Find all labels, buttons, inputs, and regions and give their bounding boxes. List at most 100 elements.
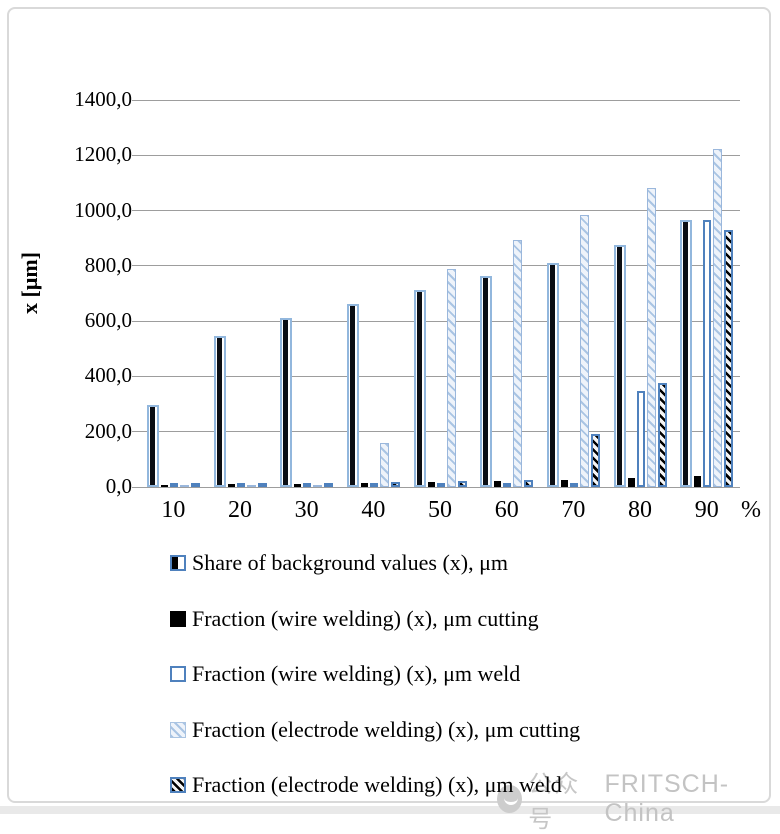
bar-series4-cat10: [190, 483, 200, 487]
legend-swatch-electrode-cutting: [170, 722, 186, 738]
legend-swatch-wire-cutting: [170, 611, 186, 627]
x-tick-label-20: 20: [228, 497, 252, 523]
bar-series4-cat90: [724, 230, 734, 487]
legend-item-electrode-cutting: Fraction (electrode welding) (x), μm cut…: [170, 715, 580, 745]
gridline-1000: [132, 210, 740, 212]
bar-series2-cat30: [303, 483, 312, 487]
gridline-200: [132, 431, 740, 433]
bar-series2-cat50: [436, 483, 445, 487]
legend-item-share-background: Share of background values (x), μm: [170, 548, 508, 578]
bar-series2-cat40: [369, 483, 378, 487]
bar-series3-cat10: [179, 485, 189, 487]
bar-series1-cat40: [360, 482, 368, 487]
bar-group-40: [340, 100, 407, 487]
bar-series0-cat30: [280, 317, 293, 487]
bar-series2-cat10: [169, 483, 178, 487]
legend-swatch-wire-weld: [170, 666, 186, 682]
page-bottom-strip: [0, 806, 780, 814]
bar-series4-cat30: [324, 483, 334, 487]
bar-series2-cat60: [503, 483, 512, 487]
bar-series3-cat60: [513, 239, 523, 487]
bar-series1-cat70: [560, 479, 568, 487]
y-tick-label-0: 0,0: [105, 474, 132, 498]
bar-series2-cat70: [569, 483, 578, 487]
bar-series1-cat20: [227, 484, 235, 487]
legend-label: Fraction (electrode welding) (x), μm wel…: [192, 772, 562, 797]
bar-series1-cat50: [427, 482, 435, 487]
x-tick-label-10: 10: [161, 497, 186, 523]
legend-item-wire-cutting: Fraction (wire welding) (x), μm cutting: [170, 604, 539, 634]
legend-label: Fraction (wire welding) (x), μm cutting: [192, 606, 539, 631]
legend-label: Fraction (electrode welding) (x), μm cut…: [192, 717, 581, 742]
plot-area: [132, 99, 740, 488]
legend-swatch-share-background: [170, 555, 186, 571]
bar-series1-cat80: [627, 478, 635, 487]
bar-series0-cat80: [613, 244, 626, 487]
gridline-0: [132, 486, 740, 488]
bar-series1-cat90: [694, 475, 702, 487]
gridline-600: [132, 320, 740, 322]
bar-series1-cat10: [160, 484, 168, 487]
y-tick-label-200: 200,0: [84, 418, 132, 443]
legend-swatch-electrode-weld: [170, 777, 186, 793]
bar-series4-cat40: [390, 482, 400, 487]
bar-series1-cat60: [494, 480, 502, 487]
bar-series2-cat80: [636, 390, 645, 487]
bar-groups: [140, 100, 740, 487]
gridline-1400: [132, 99, 740, 101]
x-tick-label-80: 80: [628, 497, 653, 523]
gridline-400: [132, 375, 740, 377]
bar-series4-cat50: [457, 480, 467, 487]
y-axis-title: x [μm]: [17, 252, 42, 314]
bar-series0-cat50: [413, 290, 426, 487]
y-tick-label-1400: 1400,0: [74, 87, 132, 111]
bar-series2-cat20: [236, 483, 245, 487]
bar-series3-cat30: [313, 484, 323, 487]
bar-series3-cat50: [446, 268, 456, 487]
bar-group-60: [473, 100, 540, 487]
gridline-1200: [132, 154, 740, 156]
x-tick-label-50: 50: [428, 497, 453, 523]
legend-item-electrode-weld: Fraction (electrode welding) (x), μm wel…: [170, 770, 562, 800]
bar-series3-cat40: [379, 442, 389, 487]
bar-series3-cat90: [713, 148, 723, 487]
bar-series1-cat30: [294, 483, 302, 487]
official-account-logo-icon: [497, 785, 523, 813]
legend-label: Fraction (wire welding) (x), μm weld: [192, 661, 521, 686]
gridline-800: [132, 265, 740, 267]
bar-group-50: [407, 100, 474, 487]
bar-series3-cat20: [246, 485, 256, 487]
bar-series2-cat90: [703, 219, 712, 487]
bar-series4-cat20: [257, 483, 267, 487]
y-tick-label-600: 600,0: [84, 308, 132, 333]
y-tick-label-1200: 1200,0: [74, 142, 132, 167]
x-tick-label-60: 60: [494, 497, 519, 523]
bar-series3-cat70: [579, 214, 589, 487]
bar-series0-cat20: [213, 336, 226, 487]
bar-group-10: [140, 100, 207, 487]
legend-label: Share of background values (x), μm: [192, 550, 509, 575]
bar-group-20: [207, 100, 274, 487]
legend-item-wire-weld: Fraction (wire welding) (x), μm weld: [170, 659, 520, 689]
x-axis-tick-labels: 10 20 30 40 50 60 70 80 90: [140, 497, 740, 524]
watermark-brand: FRITSCH-China: [604, 770, 730, 827]
bar-series0-cat10: [146, 405, 159, 487]
y-tick-label-400: 400,0: [84, 363, 132, 388]
bar-series0-cat60: [480, 276, 493, 487]
x-tick-label-30: 30: [294, 497, 319, 523]
x-tick-label-40: 40: [361, 497, 386, 523]
bar-series3-cat80: [646, 187, 656, 487]
bar-series0-cat40: [346, 303, 359, 487]
bar-group-80: [607, 100, 674, 487]
y-tick-label-1000: 1000,0: [74, 197, 132, 222]
x-tick-label-90: 90: [694, 497, 719, 523]
bar-group-90: [673, 100, 740, 487]
x-tick-label-70: 70: [561, 497, 586, 523]
bar-group-70: [540, 100, 607, 487]
bar-series0-cat70: [546, 262, 559, 487]
bar-series4-cat60: [524, 479, 534, 487]
y-tick-label-800: 800,0: [84, 252, 132, 277]
bar-series4-cat70: [590, 433, 600, 487]
bar-series0-cat90: [680, 220, 693, 487]
x-axis-unit-label: %: [741, 497, 761, 523]
